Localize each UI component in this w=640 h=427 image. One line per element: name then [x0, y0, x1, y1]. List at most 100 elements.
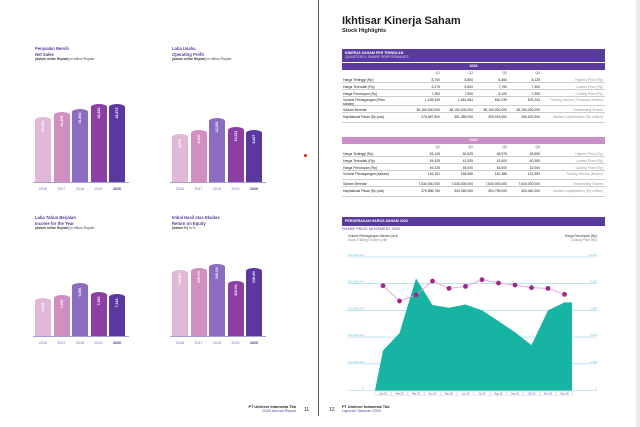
row-value: 878,242 [527, 98, 540, 103]
month-tick-box [457, 391, 474, 396]
row-label-en: Market Capitalization (Rp million) [553, 188, 603, 193]
table-row: Volume Perdagangan (saham) 126,781 155,556… [342, 171, 605, 181]
bar-value-label: 42,972 [115, 107, 119, 119]
row-value: 50,525 [462, 152, 473, 156]
chart-title-id: Imbal Hasil atas Ekuitas [172, 215, 220, 220]
left-tick-label: 100,000,000 [348, 360, 364, 364]
price-point [463, 283, 468, 289]
right-tick-label: 4,000 [590, 333, 597, 337]
bar-area: 40,054 41,205 41,802 42,922 42,972 [33, 92, 129, 182]
row-value: 276,587,500 [421, 114, 440, 119]
right-axis-label-en: Closing Price (Rp) [571, 237, 597, 242]
page-number-right: 12 [329, 407, 335, 413]
table-header-en: QUARTERLY SHARE PERFORMANCE [345, 54, 409, 59]
row-value: 301,385,000 [454, 114, 473, 119]
chart-unit: (dalam miliar Rupiah) in billion Rupiah [35, 226, 94, 231]
chart-unit: (dalam miliar Rupiah) in billion Rupiah [35, 57, 94, 62]
chart-unit-id: (dalam miliar Rupiah) [35, 226, 71, 231]
chart-unit-id: (dalam miliar Rupiah) [172, 57, 208, 62]
bar-value-label: 12,251 [215, 121, 219, 133]
chart-unit: (dalam miliar Rupiah) in billion Rupiah [172, 57, 231, 62]
row-value: 48,650 [529, 152, 540, 156]
month-label: Nov 20 [544, 392, 553, 396]
year-label: 2016 [176, 341, 184, 345]
chart-title-block: Imbal Hasil atas Ekuitas Return on Equity… [172, 215, 220, 231]
table-row: Harga Penutupan (Rp) 49,225 45,000 46,500 42… [342, 165, 605, 171]
left-tick-label: 400,000,000 [348, 280, 364, 284]
month-tick-box [506, 391, 524, 396]
year-label: 2016 [39, 341, 47, 345]
chart-title-en: Operating Profit [172, 51, 204, 57]
bar-2020: 9,427 [246, 130, 262, 182]
month-tick-box [556, 391, 573, 396]
left-tick-label: 200,000,000 [348, 333, 364, 337]
bar-value-label: 9,427 [252, 134, 256, 144]
row-label-en: Outstanding Shares [573, 182, 603, 186]
bar-area: 8,571 9,400 12,251 10,211 9,427 [170, 92, 266, 182]
bar-value-label: 7,393 [96, 296, 101, 306]
year-label: 2020 [113, 187, 121, 191]
row-value: 41,525 [462, 158, 473, 163]
row-label-id: Harga Terendah (Rp) [343, 158, 375, 163]
row-value: 280,402,500 [521, 114, 540, 119]
bar-value-label: 139.4% [252, 270, 256, 283]
chart-title-id: Laba Usaha [172, 46, 196, 51]
price-point [529, 285, 534, 291]
row-label-en: Market Capitalization (Rp million) [553, 114, 603, 119]
right-tick-label: 10,000 [588, 253, 597, 257]
chart-header-en: SHARE PRICE MOVEMENT 2020 [342, 227, 401, 231]
row-value: 7,350 [431, 91, 441, 96]
row-value: 162,386 [494, 172, 507, 177]
bar-value-label: 7,005 [59, 299, 64, 309]
row-label-en: Trading Volume (shares) [566, 172, 603, 177]
row-label-en: Closing Price (Rp) [575, 91, 603, 96]
row-value: 45,425 [429, 158, 440, 163]
footer-report: 2020 Annual Report [262, 409, 296, 413]
quarter-header: Q1 [435, 145, 440, 149]
row-value: 7,900 [464, 91, 474, 96]
price-point [446, 285, 452, 291]
row-value: 45,000 [462, 165, 473, 170]
row-label-en: Highest Price (Rp) [575, 78, 603, 82]
row-label-en: Closing Price (Rp) [575, 165, 603, 170]
row-value: 126,781 [427, 172, 440, 177]
year-label: 2017 [57, 187, 66, 191]
bar-2017: 41,205 [53, 111, 70, 182]
bar-2018: 9,081 [72, 283, 88, 336]
row-value: 7,630,000,000 [451, 182, 473, 186]
volume-area [375, 278, 572, 391]
table-row: Harga Tertinggi (Rp) 53,125 50,525 48,975 48… [342, 151, 605, 158]
row-value: 375,586,750 [421, 188, 440, 193]
left-footer: PT Unilever Indonesia Tbk 2020 Annual Re… [238, 405, 296, 413]
row-value: 46,500 [496, 165, 507, 170]
chart-title-block: Penjualan Bersih Net Sales (dalam miliar R… [35, 46, 94, 62]
quarter-header: Q2 [468, 71, 473, 75]
bar-value-label: 40,054 [41, 120, 45, 132]
row-label-en: Lowest Price (Rp) [576, 84, 603, 89]
chart-unit-en: in billion Rupiah [70, 57, 95, 62]
row-value: 40,350 [529, 158, 540, 163]
left-axis-label-id: Volume Perdagangan Saham (unit) [348, 234, 398, 238]
row-label-id: Harga Tertinggi (Rp) [343, 78, 374, 82]
row-value: 8,700 [431, 78, 441, 82]
row-value: 38,150,000,000 [416, 108, 440, 112]
bar-2016: 40,054 [35, 117, 51, 182]
year-label: 2019 [94, 187, 103, 191]
month-label: Mei 20 [445, 392, 453, 396]
price-point [562, 291, 567, 297]
bar-2020: 7,164 [109, 293, 125, 336]
row-value: 8,800 [464, 78, 474, 82]
year-label: 2017 [194, 341, 203, 345]
row-label-id: Harga Penutupan (Rp) [343, 91, 378, 96]
quarter-header: Q4 [535, 71, 540, 75]
row-value: 7,350 [531, 91, 541, 96]
row-value: 7,750 [498, 84, 508, 89]
bar-value-label: 42,922 [96, 107, 101, 119]
bar-2019: 42,922 [90, 104, 107, 182]
year-label: 2018 [76, 187, 84, 191]
year-label: 2018 [76, 341, 84, 345]
row-label-id: Harga Penutupan (Rp) [343, 165, 378, 170]
table-row: Volume Perdagangan (Ribu saham) 1,108,349… [342, 97, 605, 107]
chart-title-en: Income for the Year [35, 220, 74, 226]
year-label: 2020 [250, 187, 258, 191]
